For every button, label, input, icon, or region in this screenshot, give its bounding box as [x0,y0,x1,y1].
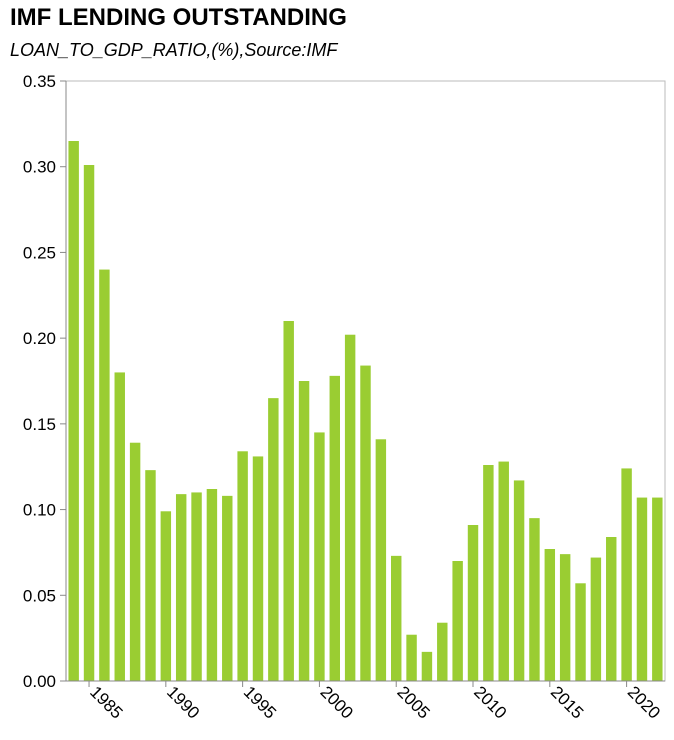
x-tick-label: 2005 [393,682,433,722]
bar-2008 [437,622,448,681]
y-tick-label: 0.35 [23,72,56,91]
bar-2011 [483,465,494,681]
x-axis: 1985 1990 1995 2000 2005 2010 2015 2020 [86,681,664,723]
bar-1997 [268,398,279,681]
bar-2020 [621,468,632,681]
bar-1985 [83,165,95,681]
bar-1999 [298,381,310,681]
x-tick-label: 2000 [317,682,357,722]
bar-2013 [513,480,525,681]
bar-2019 [606,537,617,681]
bar-2003 [360,365,371,681]
bar-1990 [160,511,172,681]
bar-2012 [498,461,509,681]
bar-2014 [529,518,540,681]
bar-1994 [222,495,233,681]
bar-2022 [652,497,663,681]
x-tick-label: 1990 [163,682,203,722]
chart-subtitle: LOAN_TO_GDP_RATIO,(%),Source:IMF [10,40,338,60]
x-tick-label: 2015 [547,682,587,722]
x-tick-label: 2010 [470,682,510,722]
bar-2004 [375,439,387,681]
bar-1996 [252,456,264,681]
y-tick-label: 0.05 [23,586,56,605]
bar-1986 [99,269,110,681]
bar-1992 [191,492,202,681]
bar-2009 [452,561,463,681]
y-tick-label: 0.25 [23,243,56,262]
bar-2006 [406,634,417,681]
x-tick-label: 2020 [624,682,664,722]
bar-2017 [575,583,586,681]
bars-group [68,141,663,681]
y-tick-label: 0.30 [23,158,56,177]
bar-1989 [145,470,156,681]
y-tick-label: 0.15 [23,415,56,434]
chart-title: IMF LENDING OUTSTANDING [10,4,347,31]
bar-2000 [314,432,325,681]
bar-2010 [467,525,479,681]
y-tick-label: 0.00 [23,672,56,691]
y-axis: 0.00 0.05 0.10 0.15 0.20 0.25 0.30 0.35 [23,72,66,691]
bar-2005 [391,555,402,681]
bar-2015 [544,549,556,681]
bar-1984 [68,141,79,681]
bar-2016 [559,554,571,681]
x-tick-label: 1985 [86,682,126,722]
x-tick-label: 1995 [240,682,280,722]
y-tick-label: 0.20 [23,329,56,348]
bar-1993 [206,489,218,681]
bar-2018 [590,557,602,681]
bar-2002 [344,334,356,681]
bar-2021 [636,497,648,681]
bar-2007 [421,651,433,681]
bar-1987 [114,372,125,681]
bar-1991 [175,494,187,681]
bar-1995 [237,451,248,681]
y-tick-label: 0.10 [23,501,56,520]
bar-2001 [329,375,340,681]
bar-1988 [129,442,141,681]
bar-1998 [283,321,294,681]
